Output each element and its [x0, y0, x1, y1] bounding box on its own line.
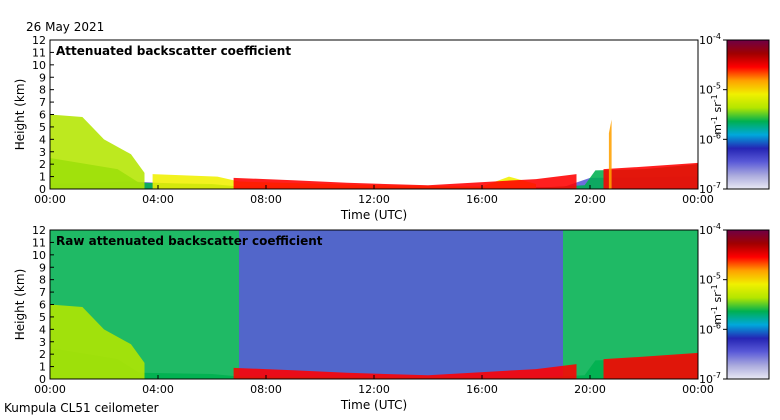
y-tick-label: 3	[39, 336, 46, 349]
y-tick-label: 8	[39, 84, 46, 97]
y-tick-label: 3	[39, 146, 46, 159]
x-tick-label: 00:00	[682, 383, 714, 396]
colorbar-tick-label: 10-6	[699, 321, 721, 336]
panel-title: Attenuated backscatter coefficient	[56, 44, 291, 58]
colorbar	[726, 39, 770, 190]
footer-label: Kumpula CL51 ceilometer	[4, 401, 159, 415]
layer-morning-cloud	[50, 304, 145, 379]
data-layers	[50, 114, 698, 189]
y-tick-label: 2	[39, 348, 46, 361]
layer-clear-daytime-noise	[239, 230, 563, 379]
x-tick-label: 16:00	[466, 383, 498, 396]
colorbar-tick-label: 10-4	[699, 32, 721, 47]
data-layers	[50, 230, 698, 379]
x-tick-label: 00:00	[682, 193, 714, 206]
layer-surface-layer	[233, 364, 577, 379]
y-tick-label: 4	[39, 323, 46, 336]
y-tick-label: 10	[32, 59, 46, 72]
x-tick-label: 04:00	[142, 383, 174, 396]
x-tick-label: 16:00	[466, 193, 498, 206]
y-tick-label: 6	[39, 109, 46, 122]
colorbar-tick-label: 10-4	[699, 222, 721, 237]
y-tick-label: 5	[39, 311, 46, 324]
layer-morning-cloud	[50, 114, 145, 189]
x-tick-label: 08:00	[250, 383, 282, 396]
panel-title: Raw attenuated backscatter coefficient	[56, 234, 323, 248]
layer-surface-layer	[233, 174, 577, 189]
colorbar-label: m-1 sr-1	[710, 94, 724, 134]
y-axis-label: Height (km)	[13, 79, 27, 150]
colorbar	[726, 229, 770, 380]
x-axis-label: Time (UTC)	[340, 208, 407, 222]
y-tick-label: 9	[39, 71, 46, 84]
colorbar-tick-label: 10-7	[699, 371, 721, 386]
x-tick-label: 00:00	[34, 193, 66, 206]
x-tick-label: 20:00	[574, 193, 606, 206]
colorbar-tick-label: 10-5	[699, 82, 721, 97]
y-tick-label: 2	[39, 158, 46, 171]
y-tick-label: 12	[32, 34, 46, 47]
x-tick-label: 04:00	[142, 193, 174, 206]
y-tick-label: 12	[32, 224, 46, 237]
y-tick-label: 6	[39, 299, 46, 312]
y-tick-label: 5	[39, 121, 46, 134]
y-tick-label: 1	[39, 361, 46, 374]
x-tick-label: 08:00	[250, 193, 282, 206]
x-tick-label: 12:00	[358, 383, 390, 396]
x-axis-label: Time (UTC)	[340, 398, 407, 412]
y-tick-label: 0	[39, 183, 46, 196]
colorbar-tick-label: 10-5	[699, 272, 721, 287]
x-tick-label: 12:00	[358, 193, 390, 206]
plot-area	[50, 40, 698, 189]
layer-evening-top	[603, 162, 698, 189]
y-tick-label: 0	[39, 373, 46, 386]
y-tick-label: 1	[39, 171, 46, 184]
colorbar-tick-label: 10-6	[699, 131, 721, 146]
colorbar-tick-label: 10-7	[699, 181, 721, 196]
y-tick-label: 11	[32, 46, 46, 59]
y-tick-label: 7	[39, 96, 46, 109]
y-tick-label: 4	[39, 133, 46, 146]
y-tick-label: 8	[39, 274, 46, 287]
layer-evening-top	[603, 352, 698, 379]
colorbar-label: m-1 sr-1	[710, 284, 724, 324]
x-tick-label: 00:00	[34, 383, 66, 396]
y-tick-label: 11	[32, 236, 46, 249]
layer-elevated-cloud	[608, 119, 612, 189]
y-axis-label: Height (km)	[13, 269, 27, 340]
y-tick-label: 10	[32, 249, 46, 262]
y-tick-label: 7	[39, 286, 46, 299]
y-tick-label: 9	[39, 261, 46, 274]
x-tick-label: 20:00	[574, 383, 606, 396]
date-label: 26 May 2021	[26, 20, 105, 34]
